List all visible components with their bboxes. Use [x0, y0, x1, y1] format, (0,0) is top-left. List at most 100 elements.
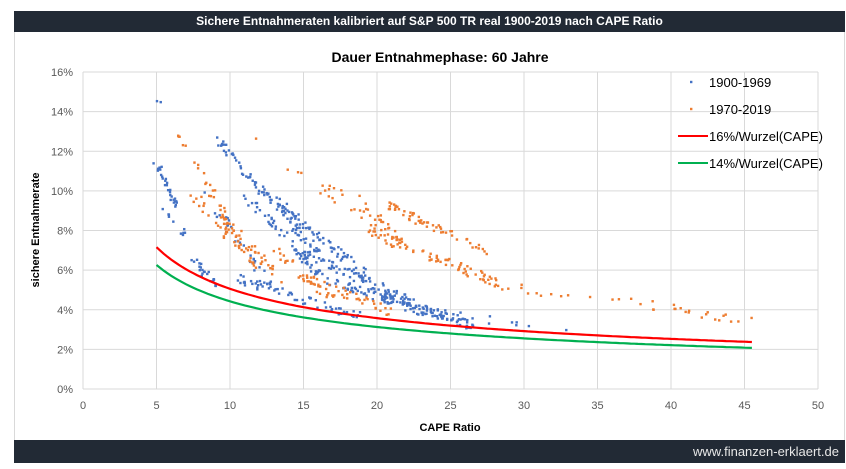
data-point-1900-1969: [308, 296, 311, 299]
data-point-1970-2019: [428, 255, 431, 258]
data-point-1970-2019: [441, 230, 445, 234]
data-point-1970-2019: [211, 189, 215, 192]
data-point-1900-1969: [330, 250, 334, 253]
data-point-1900-1969: [282, 206, 286, 209]
data-point-1900-1969: [303, 253, 307, 257]
data-point-1900-1969: [294, 214, 298, 218]
data-point-1900-1969: [459, 318, 462, 321]
data-point-1900-1969: [192, 260, 196, 263]
data-point-1900-1969: [425, 312, 428, 315]
data-point-1970-2019: [466, 275, 469, 278]
legend-entry: 14%/Wurzel(CAPE): [709, 156, 823, 171]
data-point-1900-1969: [294, 228, 298, 232]
data-point-1900-1969: [290, 293, 294, 296]
data-point-1970-2019: [219, 204, 222, 207]
data-point-1900-1969: [163, 183, 167, 187]
data-point-1970-2019: [368, 229, 372, 232]
data-point-1900-1969: [260, 191, 264, 194]
data-point-1970-2019: [279, 252, 282, 255]
data-point-1900-1969: [316, 236, 319, 239]
data-point-1900-1969: [465, 321, 469, 324]
data-point-1900-1969: [371, 298, 375, 301]
data-point-1900-1969: [302, 238, 305, 241]
data-point-1900-1969: [168, 190, 172, 194]
data-point-1900-1969: [263, 281, 266, 284]
data-point-1900-1969: [340, 248, 343, 251]
data-point-1900-1969: [403, 297, 406, 301]
data-point-1900-1969: [301, 222, 305, 226]
data-point-1970-2019: [340, 189, 343, 192]
data-point-1970-2019: [439, 225, 442, 229]
data-point-1970-2019: [307, 280, 311, 283]
data-point-1900-1969: [199, 262, 203, 266]
data-point-1900-1969: [242, 244, 246, 247]
data-point-1970-2019: [386, 223, 390, 226]
data-point-1900-1969: [379, 293, 382, 296]
data-point-1900-1969: [368, 280, 372, 283]
data-point-1900-1969: [181, 233, 185, 237]
data-point-1970-2019: [365, 296, 368, 299]
data-point-1970-2019: [405, 245, 409, 248]
data-point-1970-2019: [372, 302, 376, 305]
data-point-1900-1969: [164, 177, 168, 181]
data-point-1900-1969: [436, 317, 440, 320]
data-point-1970-2019: [232, 229, 235, 233]
series-line-14pct: [155, 264, 752, 349]
data-point-1970-2019: [305, 274, 309, 277]
data-point-1900-1969: [403, 293, 407, 296]
data-point-1970-2019: [250, 248, 253, 251]
data-point-1900-1969: [348, 275, 352, 279]
data-point-1970-2019: [389, 307, 393, 310]
data-point-1900-1969: [307, 226, 310, 229]
x-tick-label: 20: [371, 400, 383, 412]
data-point-1900-1969: [407, 302, 411, 306]
data-point-1900-1969: [169, 198, 172, 202]
data-point-1900-1969: [304, 261, 308, 265]
y-tick-label: 8%: [57, 226, 73, 238]
data-point-1970-2019: [203, 202, 206, 205]
data-point-1900-1969: [272, 219, 276, 223]
data-point-1900-1969: [390, 295, 393, 299]
data-point-1900-1969: [254, 181, 258, 184]
data-point-1970-2019: [221, 215, 225, 219]
data-point-1900-1969: [285, 231, 289, 234]
data-point-1970-2019: [459, 263, 462, 267]
data-point-1900-1969: [527, 324, 531, 328]
data-point-1900-1969: [279, 228, 283, 232]
data-point-1900-1969: [442, 314, 445, 318]
data-point-1900-1969: [281, 209, 284, 212]
data-point-1970-2019: [393, 208, 397, 211]
data-point-1970-2019: [247, 245, 251, 249]
data-point-1900-1969: [220, 144, 223, 147]
data-point-1970-2019: [485, 252, 488, 256]
data-point-1900-1969: [432, 309, 436, 312]
data-point-1900-1969: [362, 266, 366, 270]
data-point-1970-2019: [449, 230, 452, 233]
data-point-1970-2019: [216, 224, 220, 227]
data-point-1970-2019: [396, 205, 399, 208]
data-point-1970-2019: [270, 273, 274, 276]
data-point-1970-2019: [264, 258, 267, 262]
data-point-1970-2019: [181, 143, 185, 147]
data-point-1970-2019: [240, 248, 243, 252]
data-point-1900-1969: [340, 257, 344, 261]
data-point-1970-2019: [435, 256, 438, 260]
data-point-1900-1969: [268, 281, 272, 285]
data-point-1900-1969: [293, 215, 296, 218]
data-point-1900-1969: [466, 318, 469, 322]
data-point-1900-1969: [395, 289, 398, 293]
data-point-1970-2019: [222, 236, 226, 240]
data-point-1900-1969: [291, 212, 294, 215]
data-point-1900-1969: [156, 167, 160, 170]
data-point-1900-1969: [389, 297, 392, 300]
data-point-1970-2019: [480, 269, 483, 273]
data-point-1900-1969: [342, 251, 346, 255]
data-point-1970-2019: [419, 221, 422, 224]
data-point-1970-2019: [252, 264, 256, 267]
data-point-1970-2019: [385, 242, 388, 245]
data-point-1900-1969: [330, 265, 334, 269]
data-point-1900-1969: [433, 314, 437, 317]
data-point-1970-2019: [341, 293, 344, 297]
data-point-1970-2019: [213, 189, 217, 192]
data-point-1900-1969: [445, 318, 449, 321]
